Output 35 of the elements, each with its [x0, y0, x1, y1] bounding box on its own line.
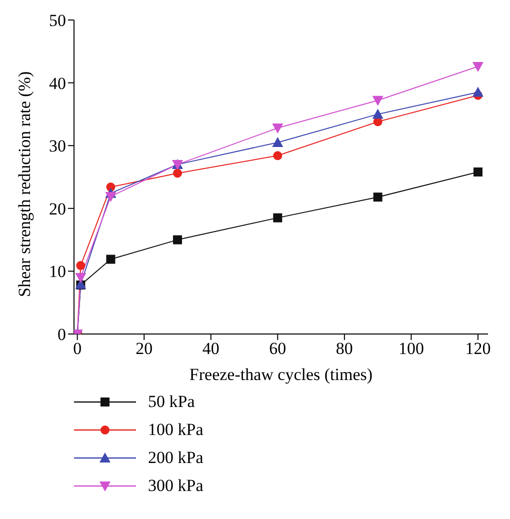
point [272, 136, 284, 147]
y-tick-label: 50 [49, 11, 66, 30]
point [273, 213, 282, 222]
legend-label: 200 kPa [148, 448, 204, 468]
point [76, 261, 86, 270]
point [105, 192, 116, 202]
x-tick-label: 100 [398, 339, 424, 358]
point [173, 235, 182, 244]
x-tick-label: 80 [336, 339, 353, 358]
x-tick-label: 20 [136, 339, 153, 358]
point [372, 96, 384, 106]
point [472, 62, 484, 72]
y-tick-label: 10 [49, 262, 66, 282]
point [106, 254, 116, 264]
x-tick-label: 60 [269, 339, 286, 358]
y-tick-label: 0 [58, 325, 66, 344]
x-tick-label: 0 [73, 339, 82, 358]
point [273, 151, 282, 160]
x-axis-title: Freeze-thaw cycles (times) [189, 365, 373, 384]
y-tick-label: 30 [49, 136, 66, 156]
point [372, 108, 384, 119]
point [173, 168, 182, 178]
point [272, 124, 284, 134]
point [373, 192, 382, 202]
point [472, 86, 484, 97]
x-tick-label: 40 [202, 339, 220, 358]
y-tick-label: 40 [49, 74, 66, 93]
point [473, 167, 482, 176]
x-tick-label: 120 [465, 339, 491, 358]
y-axis-title: Shear strength reduction rate (%) [15, 71, 34, 297]
y-tick-label: 20 [49, 199, 66, 218]
legend-label: 100 kPa [148, 420, 204, 440]
legend-label: 50 kPa [148, 392, 195, 412]
legend-label: 300 kPa [148, 476, 204, 496]
point [75, 272, 86, 283]
